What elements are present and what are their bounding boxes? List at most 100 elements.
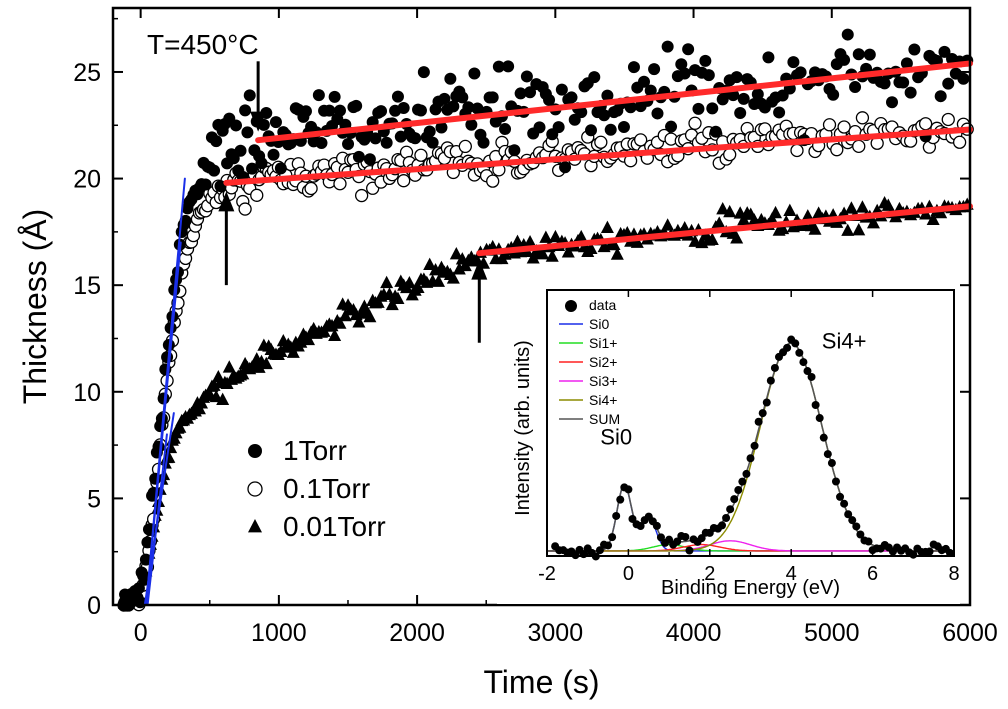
data-point bbox=[411, 280, 425, 294]
data-point bbox=[838, 53, 851, 66]
data-point bbox=[312, 89, 325, 102]
data-point bbox=[438, 92, 451, 105]
data-point bbox=[822, 118, 837, 132]
data-point bbox=[855, 111, 870, 125]
data-point bbox=[723, 204, 737, 218]
data-point bbox=[543, 94, 556, 107]
inset-data-point bbox=[783, 343, 792, 352]
data-point bbox=[600, 220, 614, 234]
data-point bbox=[776, 221, 790, 235]
data-point bbox=[730, 71, 743, 84]
data-point bbox=[827, 88, 840, 101]
data-point bbox=[575, 106, 588, 119]
inset-data-point bbox=[823, 450, 832, 459]
data-point bbox=[446, 271, 460, 284]
data-point bbox=[866, 216, 880, 229]
data-point bbox=[423, 257, 437, 270]
data-point bbox=[638, 75, 651, 88]
legend-marker bbox=[247, 481, 263, 497]
data-point bbox=[239, 104, 252, 117]
inset-legend-item: Si3+ bbox=[559, 373, 617, 389]
data-point bbox=[837, 120, 851, 134]
data-point bbox=[769, 205, 783, 219]
data-point bbox=[926, 212, 940, 225]
inset-data-point bbox=[811, 401, 820, 410]
data-point bbox=[397, 102, 410, 115]
data-point bbox=[352, 315, 366, 328]
data-point bbox=[849, 81, 862, 94]
inset-x-tick-label: 2 bbox=[704, 563, 715, 585]
inset-legend-label: SUM bbox=[589, 411, 620, 427]
data-point bbox=[255, 157, 268, 170]
inset-data-point bbox=[730, 495, 739, 504]
inset-legend-item: Si4+ bbox=[559, 392, 617, 408]
fit-lines-overlay bbox=[143, 60, 973, 606]
data-point bbox=[702, 69, 715, 82]
data-point bbox=[380, 136, 393, 149]
inset-data-point bbox=[840, 499, 849, 508]
data-point bbox=[409, 132, 422, 145]
data-point bbox=[723, 147, 737, 162]
data-point bbox=[236, 367, 250, 380]
inset-data-point bbox=[836, 492, 845, 501]
data-point bbox=[499, 123, 512, 136]
initial-slope-line bbox=[145, 241, 182, 606]
data-point bbox=[665, 120, 678, 133]
linear-fit-line bbox=[223, 126, 973, 186]
inset-legend-label: data bbox=[589, 297, 616, 313]
inset-legend-label: Si3+ bbox=[589, 373, 617, 389]
peak-label: Si4+ bbox=[822, 328, 867, 353]
data-point bbox=[323, 104, 336, 117]
inset-data-point bbox=[604, 541, 613, 550]
inset-x-tick-label: 8 bbox=[948, 563, 959, 585]
data-point bbox=[794, 66, 807, 79]
data-point bbox=[574, 229, 588, 243]
data-point bbox=[375, 105, 388, 118]
data-point bbox=[363, 153, 376, 166]
data-point bbox=[539, 230, 553, 243]
inset-data-point bbox=[738, 477, 747, 486]
data-point bbox=[524, 86, 537, 99]
inset-data-point bbox=[770, 363, 779, 372]
data-point bbox=[706, 102, 719, 115]
inset-data-point bbox=[852, 522, 861, 531]
data-point bbox=[555, 83, 568, 96]
legend-marker bbox=[248, 444, 262, 458]
data-point bbox=[222, 360, 236, 373]
data-point bbox=[161, 351, 174, 364]
data-point bbox=[302, 332, 316, 346]
data-point bbox=[765, 212, 779, 225]
data-point bbox=[391, 90, 404, 103]
inset-data-point bbox=[595, 546, 604, 555]
data-point bbox=[333, 177, 347, 191]
data-point bbox=[783, 203, 797, 217]
data-point bbox=[141, 536, 154, 549]
data-point bbox=[315, 137, 328, 150]
data-point bbox=[523, 234, 537, 248]
data-point bbox=[604, 123, 617, 136]
main-arrows bbox=[218, 61, 488, 343]
inset-plot: -2 0 2 4 6 8 Binding Energy (eV) Intensity (a… bbox=[497, 288, 960, 604]
data-point bbox=[246, 162, 259, 175]
data-point bbox=[561, 245, 575, 258]
data-point bbox=[533, 121, 546, 134]
data-point bbox=[423, 125, 436, 138]
data-point bbox=[216, 392, 230, 406]
x-tick-label: 2000 bbox=[389, 619, 445, 647]
legend-label: 1Torr bbox=[283, 435, 347, 466]
data-point bbox=[414, 104, 427, 117]
data-point bbox=[380, 275, 394, 289]
data-point bbox=[238, 202, 252, 216]
inset-data-point bbox=[624, 485, 633, 494]
data-point bbox=[241, 126, 254, 139]
data-point bbox=[328, 328, 342, 341]
data-point bbox=[588, 71, 601, 84]
inset-legend-item: Si0 bbox=[559, 316, 609, 332]
data-point bbox=[208, 164, 221, 177]
inset-data-point bbox=[754, 417, 763, 426]
data-point bbox=[601, 89, 614, 102]
inset-data-point bbox=[608, 533, 617, 542]
data-point bbox=[502, 60, 515, 73]
